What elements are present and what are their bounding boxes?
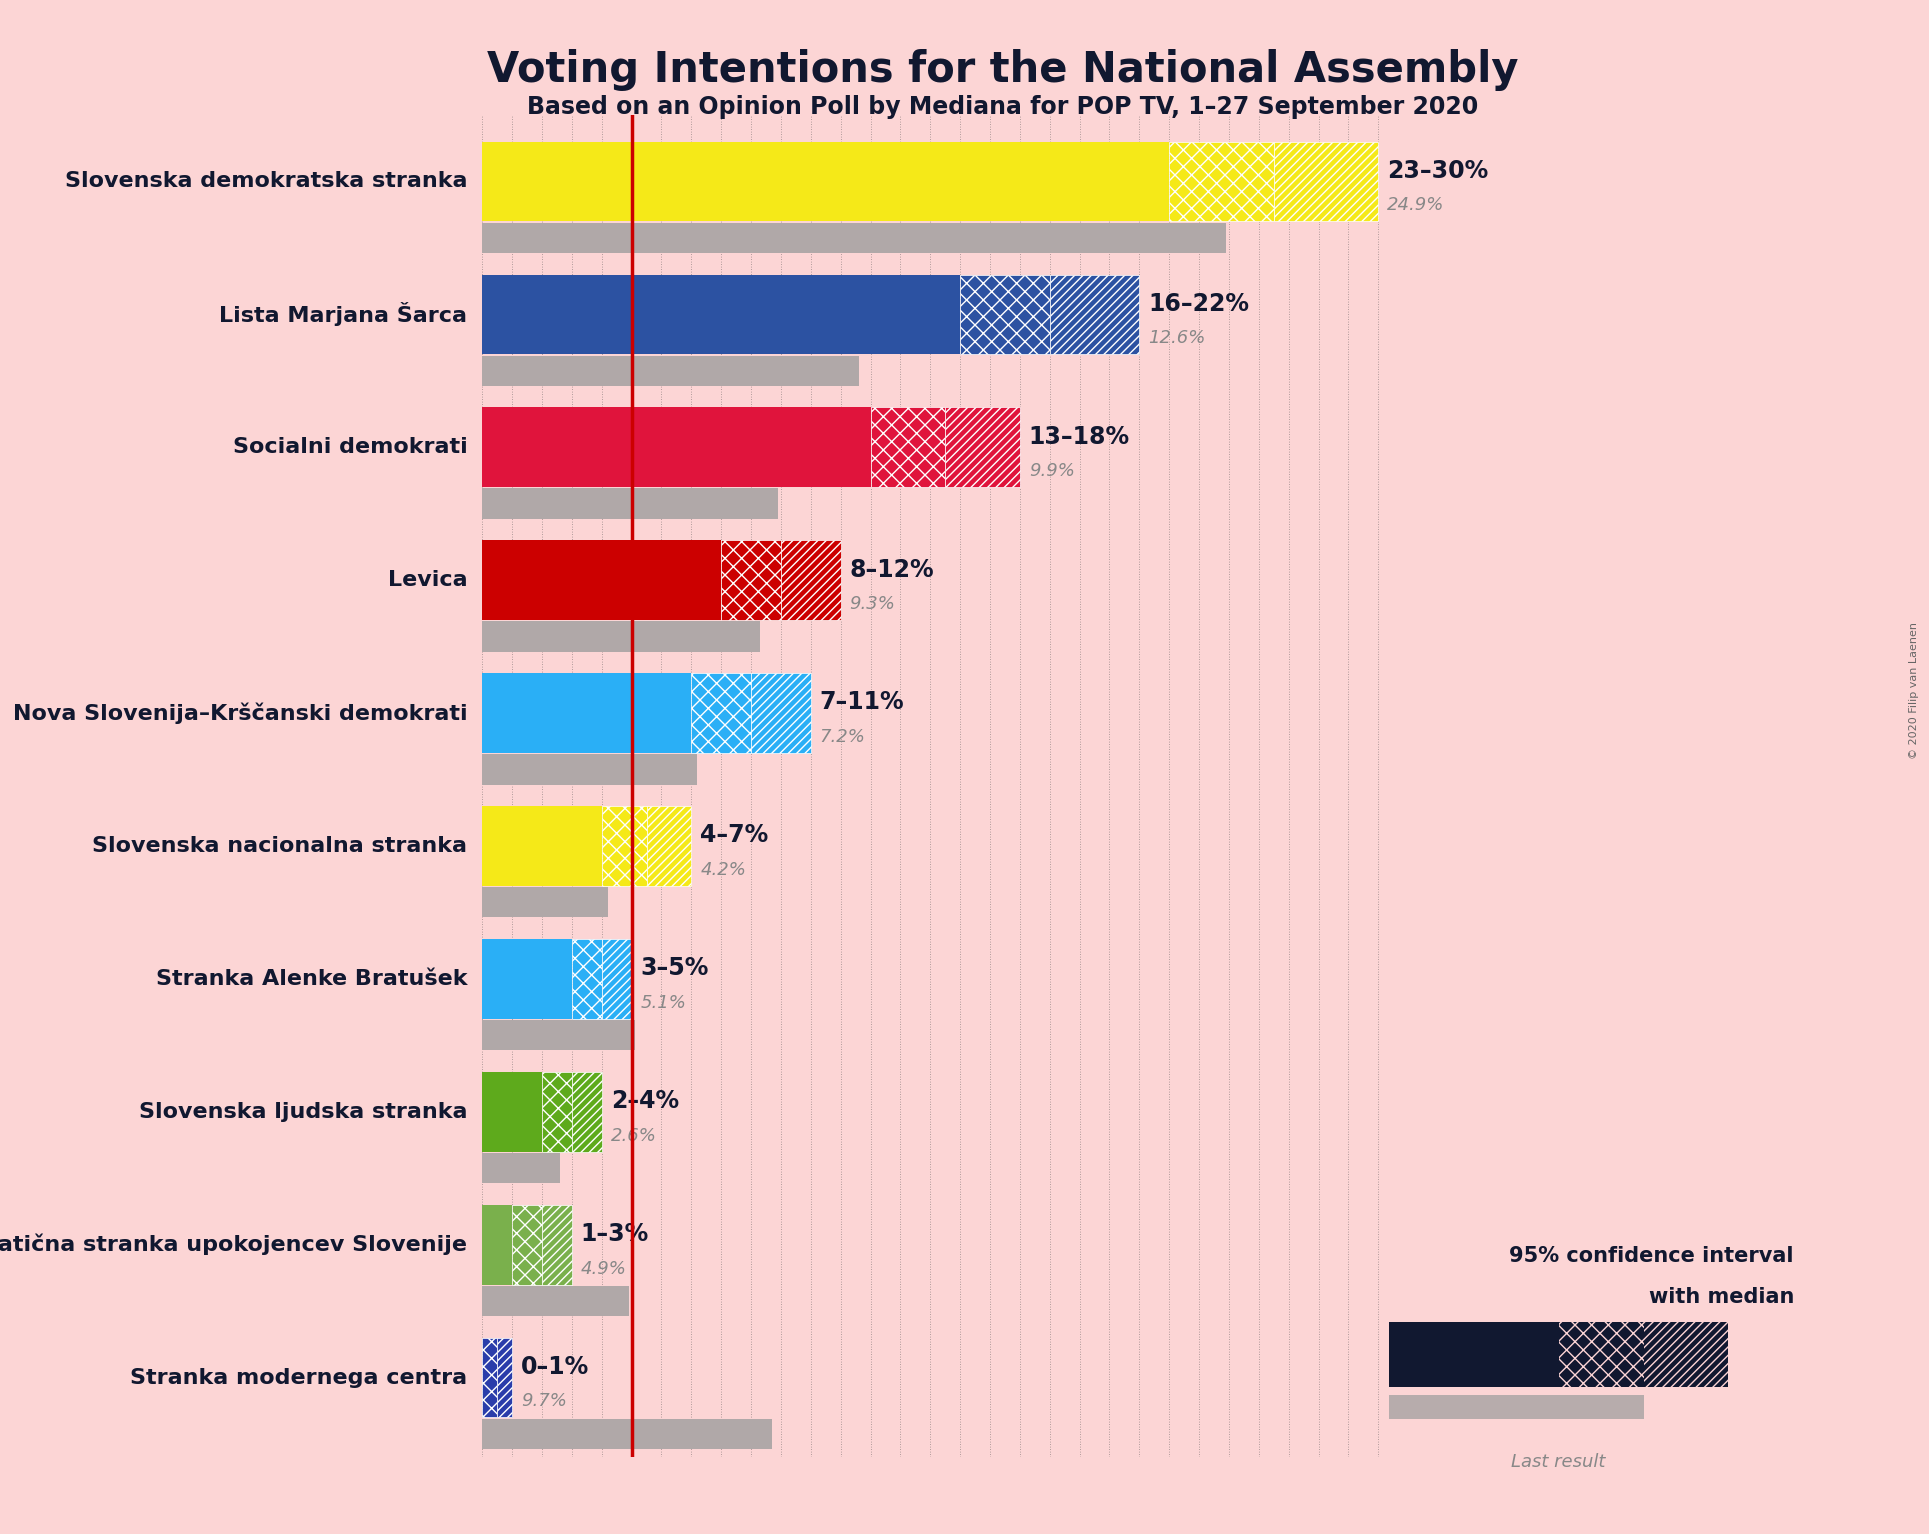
Bar bbox=[870, 408, 945, 488]
Bar bbox=[721, 540, 781, 620]
Text: 0–1%: 0–1% bbox=[521, 1355, 590, 1379]
Bar bbox=[482, 222, 1227, 253]
Text: 3–5%: 3–5% bbox=[640, 956, 710, 980]
Bar bbox=[482, 621, 760, 652]
Bar bbox=[571, 1072, 602, 1152]
Text: © 2020 Filip van Laenen: © 2020 Filip van Laenen bbox=[1910, 621, 1919, 759]
Bar bbox=[750, 673, 810, 753]
Bar bbox=[482, 1419, 772, 1450]
Bar bbox=[542, 1204, 571, 1284]
Bar bbox=[482, 488, 777, 518]
Bar bbox=[482, 939, 571, 1019]
Bar bbox=[1049, 275, 1140, 354]
Text: 9.3%: 9.3% bbox=[849, 595, 895, 614]
Bar bbox=[646, 805, 691, 885]
Bar bbox=[482, 887, 608, 917]
Bar bbox=[1169, 141, 1273, 221]
Bar bbox=[1389, 1322, 1559, 1387]
Bar bbox=[781, 540, 841, 620]
Text: Based on an Opinion Poll by Mediana for POP TV, 1–27 September 2020: Based on an Opinion Poll by Mediana for … bbox=[527, 95, 1480, 120]
Bar bbox=[1273, 141, 1379, 221]
Bar bbox=[602, 939, 631, 1019]
Bar bbox=[482, 805, 602, 885]
Bar bbox=[571, 939, 602, 1019]
Bar bbox=[961, 275, 1049, 354]
Text: 13–18%: 13–18% bbox=[1028, 425, 1130, 448]
Bar bbox=[1389, 1394, 1644, 1424]
Text: Stranka Alenke Bratušek: Stranka Alenke Bratušek bbox=[156, 969, 467, 989]
Text: 24.9%: 24.9% bbox=[1387, 196, 1445, 215]
Text: 7–11%: 7–11% bbox=[820, 690, 905, 715]
Text: with median: with median bbox=[1649, 1287, 1794, 1307]
Text: 1–3%: 1–3% bbox=[581, 1223, 648, 1246]
Text: 7.2%: 7.2% bbox=[820, 729, 866, 746]
Text: 9.9%: 9.9% bbox=[1028, 462, 1074, 480]
Bar bbox=[482, 141, 1169, 221]
Text: 23–30%: 23–30% bbox=[1387, 160, 1489, 183]
Bar bbox=[482, 1154, 559, 1183]
Text: 8–12%: 8–12% bbox=[849, 557, 934, 581]
Text: Last result: Last result bbox=[1512, 1453, 1605, 1471]
Text: Slovenska demokratska stranka: Slovenska demokratska stranka bbox=[66, 172, 467, 192]
Text: 4.9%: 4.9% bbox=[581, 1259, 627, 1278]
Bar bbox=[482, 1285, 629, 1316]
Bar bbox=[542, 1072, 571, 1152]
Bar bbox=[482, 1204, 511, 1284]
Text: 95% confidence interval: 95% confidence interval bbox=[1510, 1246, 1794, 1266]
Text: Levica: Levica bbox=[388, 571, 467, 591]
Bar bbox=[1644, 1322, 1728, 1387]
Bar bbox=[482, 1338, 498, 1417]
Bar bbox=[1559, 1322, 1644, 1387]
Bar bbox=[482, 540, 721, 620]
Text: Slovenska ljudska stranka: Slovenska ljudska stranka bbox=[139, 1101, 467, 1121]
Bar bbox=[691, 673, 750, 753]
Text: 9.7%: 9.7% bbox=[521, 1393, 567, 1410]
Bar bbox=[482, 1072, 542, 1152]
Text: Stranka modernega centra: Stranka modernega centra bbox=[129, 1368, 467, 1388]
Text: Nova Slovenija–Krščanski demokrati: Nova Slovenija–Krščanski demokrati bbox=[14, 703, 467, 724]
Text: 16–22%: 16–22% bbox=[1148, 291, 1250, 316]
Bar bbox=[482, 673, 691, 753]
Text: Voting Intentions for the National Assembly: Voting Intentions for the National Assem… bbox=[488, 49, 1518, 91]
Bar bbox=[602, 805, 646, 885]
Text: 2–4%: 2–4% bbox=[611, 1089, 679, 1114]
Bar bbox=[482, 275, 961, 354]
Text: Lista Marjana Šarca: Lista Marjana Šarca bbox=[220, 302, 467, 327]
Text: Slovenska nacionalna stranka: Slovenska nacionalna stranka bbox=[93, 836, 467, 856]
Bar bbox=[482, 1020, 635, 1051]
Text: 12.6%: 12.6% bbox=[1148, 330, 1206, 347]
Text: Socialni demokrati: Socialni demokrati bbox=[233, 437, 467, 457]
Bar bbox=[498, 1338, 511, 1417]
Bar bbox=[511, 1204, 542, 1284]
Bar bbox=[482, 755, 696, 784]
Text: 4.2%: 4.2% bbox=[700, 861, 747, 879]
Text: 4–7%: 4–7% bbox=[700, 824, 768, 847]
Bar bbox=[945, 408, 1020, 488]
Text: 5.1%: 5.1% bbox=[640, 994, 687, 1012]
Bar bbox=[482, 408, 870, 488]
Text: Demokratična stranka upokojencev Slovenije: Demokratična stranka upokojencev Sloveni… bbox=[0, 1233, 467, 1255]
Bar bbox=[482, 356, 858, 387]
Text: 2.6%: 2.6% bbox=[611, 1126, 656, 1144]
